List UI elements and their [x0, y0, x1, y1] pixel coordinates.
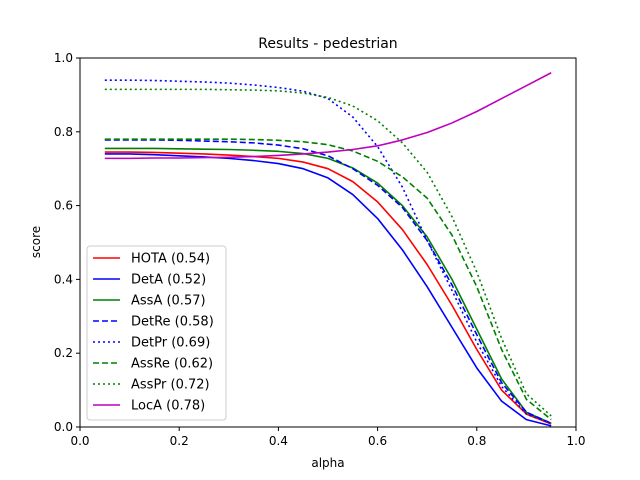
series-layer	[104, 72, 552, 427]
series-line	[104, 139, 552, 425]
x-tick-label: 0.0	[70, 434, 89, 448]
legend-label: DetRe (0.58)	[131, 315, 214, 330]
y-tick-label: 0.6	[54, 199, 73, 213]
x-tick-label: 1.0	[566, 434, 585, 448]
series-line	[104, 151, 552, 425]
series-line	[104, 138, 552, 421]
y-tick-label: 0.8	[54, 125, 73, 139]
legend-label: HOTA (0.54)	[131, 252, 210, 267]
y-tick-label: 0.2	[54, 346, 73, 360]
x-axis: 0.0 0.2 0.4 0.6 0.8 1.0	[70, 427, 586, 448]
legend-label: AssA (0.57)	[131, 294, 206, 309]
series-line	[104, 153, 552, 427]
plot-frame	[79, 57, 577, 428]
series-line	[104, 72, 552, 160]
series-line	[104, 88, 552, 417]
x-tick-label: 0.8	[467, 434, 486, 448]
x-tick-label: 0.4	[269, 434, 288, 448]
y-tick-label: 0.0	[54, 420, 73, 434]
legend-label: AssPr (0.72)	[131, 378, 210, 393]
y-tick-label: 1.0	[54, 51, 73, 65]
legend: HOTA (0.54) DetA (0.52) AssA (0.57) DetRe (…	[86, 245, 227, 421]
legend-label: DetPr (0.69)	[131, 336, 210, 351]
x-axis-label: alpha	[311, 456, 344, 470]
y-axis: 0.0 0.2 0.4 0.6 0.8 1.0	[54, 51, 80, 434]
chart-title: Results - pedestrian	[258, 36, 397, 52]
y-tick-label: 0.4	[54, 272, 73, 286]
series-line	[104, 147, 552, 425]
legend-label: AssRe (0.62)	[131, 357, 213, 372]
y-axis-label: score	[29, 226, 43, 258]
legend-label: DetA (0.52)	[131, 273, 206, 288]
legend-label: LocA (0.78)	[131, 399, 205, 414]
legend-frame	[86, 245, 227, 421]
x-tick-label: 0.6	[368, 434, 387, 448]
x-tick-label: 0.2	[170, 434, 189, 448]
